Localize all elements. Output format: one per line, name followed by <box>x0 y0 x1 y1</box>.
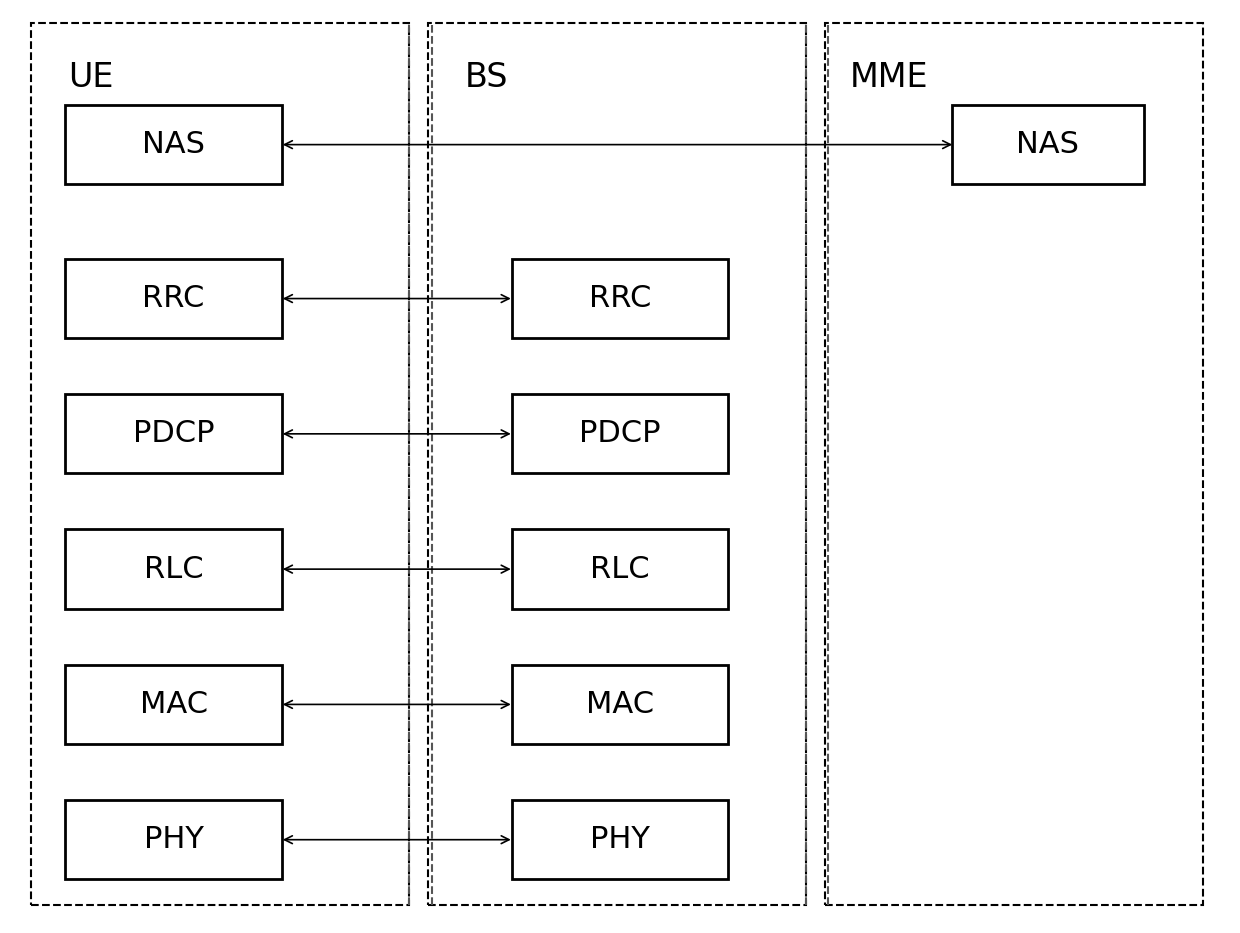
Text: RLC: RLC <box>590 554 650 584</box>
Bar <box>428 23 806 905</box>
Text: MME: MME <box>849 61 928 93</box>
Bar <box>511 259 728 338</box>
Text: RLC: RLC <box>144 554 203 584</box>
Bar <box>31 23 409 905</box>
Bar <box>66 259 283 338</box>
Bar <box>66 800 283 879</box>
Bar <box>66 394 283 473</box>
Bar <box>66 665 283 745</box>
Text: UE: UE <box>68 61 114 93</box>
Text: RRC: RRC <box>589 284 651 313</box>
Text: NAS: NAS <box>1017 130 1079 160</box>
Bar <box>511 665 728 745</box>
Text: PHY: PHY <box>590 825 650 855</box>
Text: RRC: RRC <box>143 284 205 313</box>
Text: PHY: PHY <box>144 825 203 855</box>
Bar <box>511 529 728 608</box>
Bar <box>511 800 728 879</box>
Bar <box>66 529 283 608</box>
Text: MAC: MAC <box>140 689 207 719</box>
Bar <box>952 105 1145 185</box>
Text: PDCP: PDCP <box>133 419 215 449</box>
Text: NAS: NAS <box>143 130 205 160</box>
Text: MAC: MAC <box>587 689 653 719</box>
Text: BS: BS <box>465 61 508 93</box>
Bar <box>66 105 283 185</box>
Bar <box>511 394 728 473</box>
Text: PDCP: PDCP <box>579 419 661 449</box>
Bar <box>825 23 1203 905</box>
